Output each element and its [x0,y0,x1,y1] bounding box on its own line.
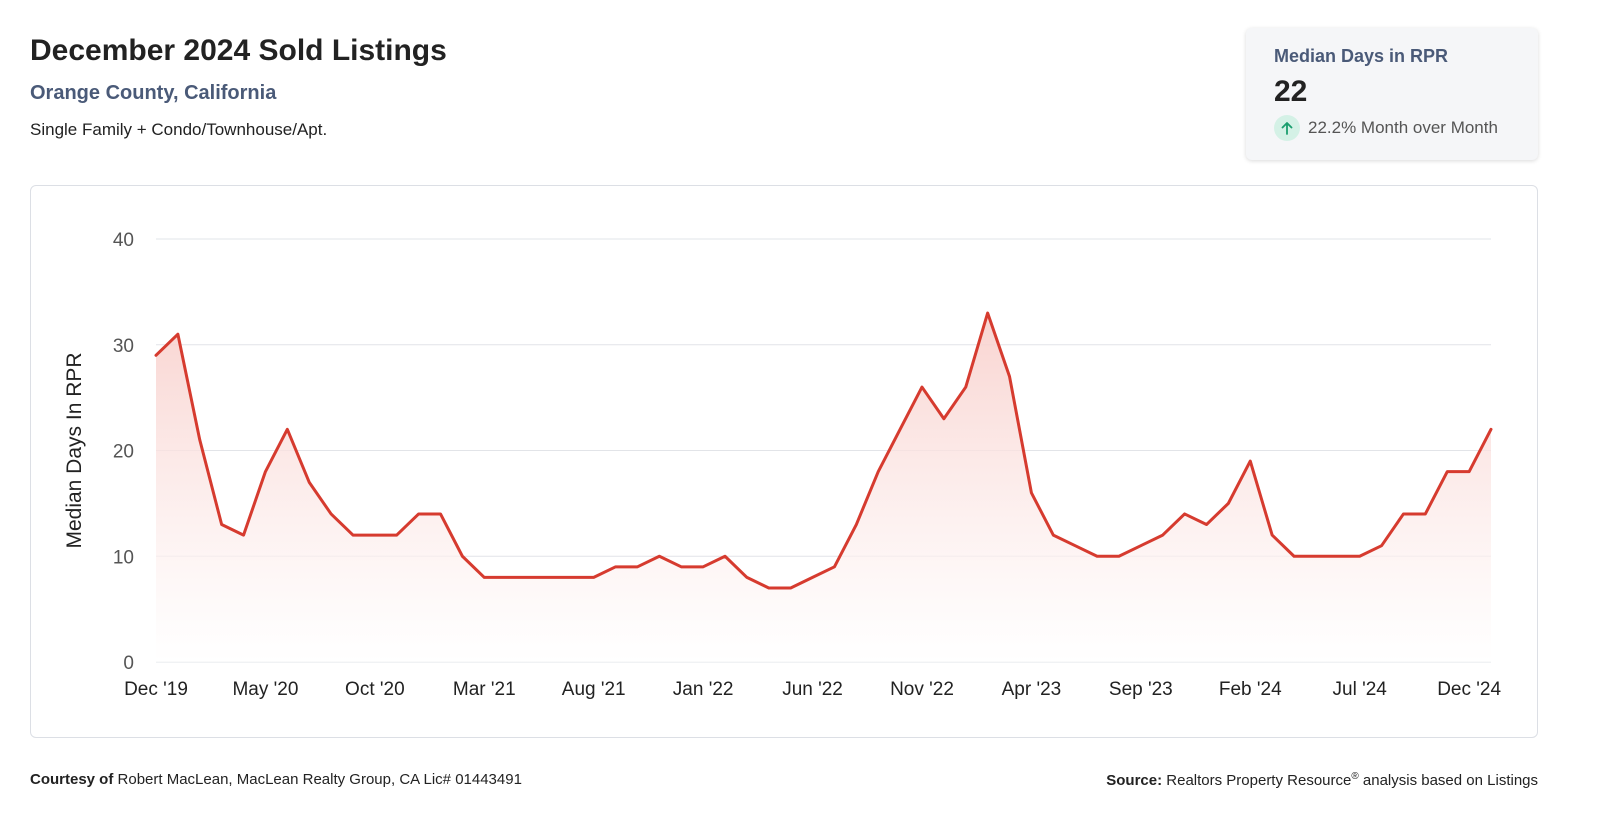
x-tick-label: Mar '21 [453,679,516,700]
kpi-label: Median Days in RPR [1274,46,1449,66]
x-tick-label: Dec '19 [124,679,188,700]
kpi-change: 22.2% Month over Month [1274,115,1510,141]
x-tick-label: Jan '22 [673,679,734,700]
chart-frame: 0 10 20 30 40 Dec '19 May '20 Oct '20 Mar '21 Au… [30,185,1538,738]
x-tick-label: May '20 [232,679,298,700]
x-tick-label: Dec '24 [1437,679,1501,700]
x-tick-label: Feb '24 [1219,679,1282,700]
kpi-change-text: 22.2% Month over Month [1308,118,1498,137]
courtesy-text: Robert MacLean, MacLean Realty Group, CA… [117,771,522,788]
y-tick-label: 0 [123,653,134,674]
source-name: Realtors Property Resource [1166,772,1352,789]
courtesy-footer: Courtesy of Robert MacLean, MacLean Real… [30,771,522,788]
source-rest: analysis based on Listings [1362,772,1538,789]
location-subtitle: Orange County, California [30,82,277,104]
kpi-value: 22 [1274,75,1308,108]
line-chart: 0 10 20 30 40 Dec '19 May '20 Oct '20 Mar '21 Au… [63,230,1501,700]
y-axis-label: Median Days In RPR [63,352,86,548]
x-tick-label: Sep '23 [1109,679,1173,700]
series-line [154,311,1493,590]
property-types-label: Single Family + Condo/Townhouse/Apt. [30,120,328,139]
x-tick-label: Jul '24 [1333,679,1388,700]
x-tick-label: Oct '20 [345,679,405,700]
area-fill [156,313,1491,662]
x-tick-label: Apr '23 [1002,679,1062,700]
source-label: Source: [1106,772,1163,789]
kpi-card: Median Days in RPR 22 22.2% Month over M… [1246,28,1538,160]
y-tick-label: 20 [113,442,134,463]
registered-mark: ® [1351,771,1359,782]
x-tick-label: Jun '22 [782,679,843,700]
source-footer: Source: Realtors Property Resource® anal… [1106,771,1538,789]
y-tick-label: 10 [113,547,134,568]
y-tick-label: 40 [113,230,134,251]
arrow-up-icon [1274,115,1300,141]
x-tick-label: Nov '22 [890,679,954,700]
y-tick-label: 30 [113,336,134,357]
courtesy-label: Courtesy of [30,771,114,788]
page-title: December 2024 Sold Listings [30,34,447,67]
x-tick-label: Aug '21 [562,679,626,700]
